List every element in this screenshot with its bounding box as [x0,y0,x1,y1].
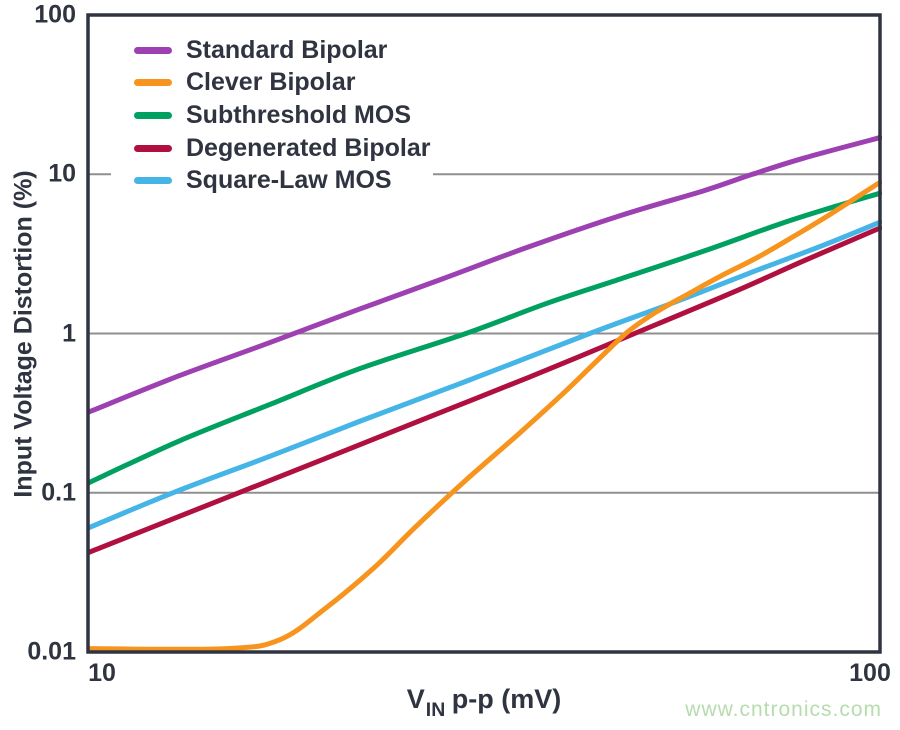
legend-swatch-subthreshold-mos [134,111,172,119]
chart-legend: Standard Bipolar Clever Bipolar Subthres… [111,31,433,202]
legend-label: Square-Law MOS [186,166,392,195]
curve-standard-bipolar [87,135,882,415]
curve-degenerated-bipolar [87,225,882,556]
y-tick-label-0-01: 0.01 [27,637,76,666]
x-axis-title-rest: p-p (mV) [444,683,562,714]
legend-swatch-degenerated-bipolar [134,144,172,152]
curve-clever-bipolar [87,179,882,652]
legend-item-degenerated-bipolar: Degenerated Bipolar [111,132,433,165]
legend-label: Degenerated Bipolar [186,133,431,162]
y-tick-label-10: 10 [48,159,76,188]
legend-label: Clever Bipolar [186,68,356,97]
legend-swatch-square-law-mos [134,177,172,185]
curve-subthreshold-mos [87,190,882,486]
curves [87,135,882,652]
legend-label: Subthreshold MOS [186,100,411,129]
y-tick-label-0-1: 0.1 [41,478,76,507]
x-tick-label-10: 10 [88,659,116,687]
legend-item-standard-bipolar: Standard Bipolar [111,34,433,67]
y-axis-title: Input Voltage Distortion (%) [9,170,38,498]
gridlines [88,173,880,494]
x-tick-label-100: 100 [849,659,891,687]
x-axis-title: VIN p-p (mV) [406,683,562,722]
watermark-text: www.cntronics.com [685,698,882,721]
curve-square-law-mos [87,219,882,531]
legend-item-clever-bipolar: Clever Bipolar [111,67,433,100]
x-axis-title-subscript: IN [425,699,446,722]
legend-label: Standard Bipolar [186,35,388,64]
x-axis-title-base: V [406,683,425,714]
y-tick-label-1: 1 [62,319,76,347]
legend-swatch-standard-bipolar [134,46,172,54]
legend-item-subthreshold-mos: Subthreshold MOS [111,99,433,132]
plot-frame [86,13,882,654]
legend-item-square-law-mos: Square-Law MOS [111,164,433,197]
legend-swatch-clever-bipolar [134,79,172,87]
y-tick-label-100: 100 [34,0,76,29]
